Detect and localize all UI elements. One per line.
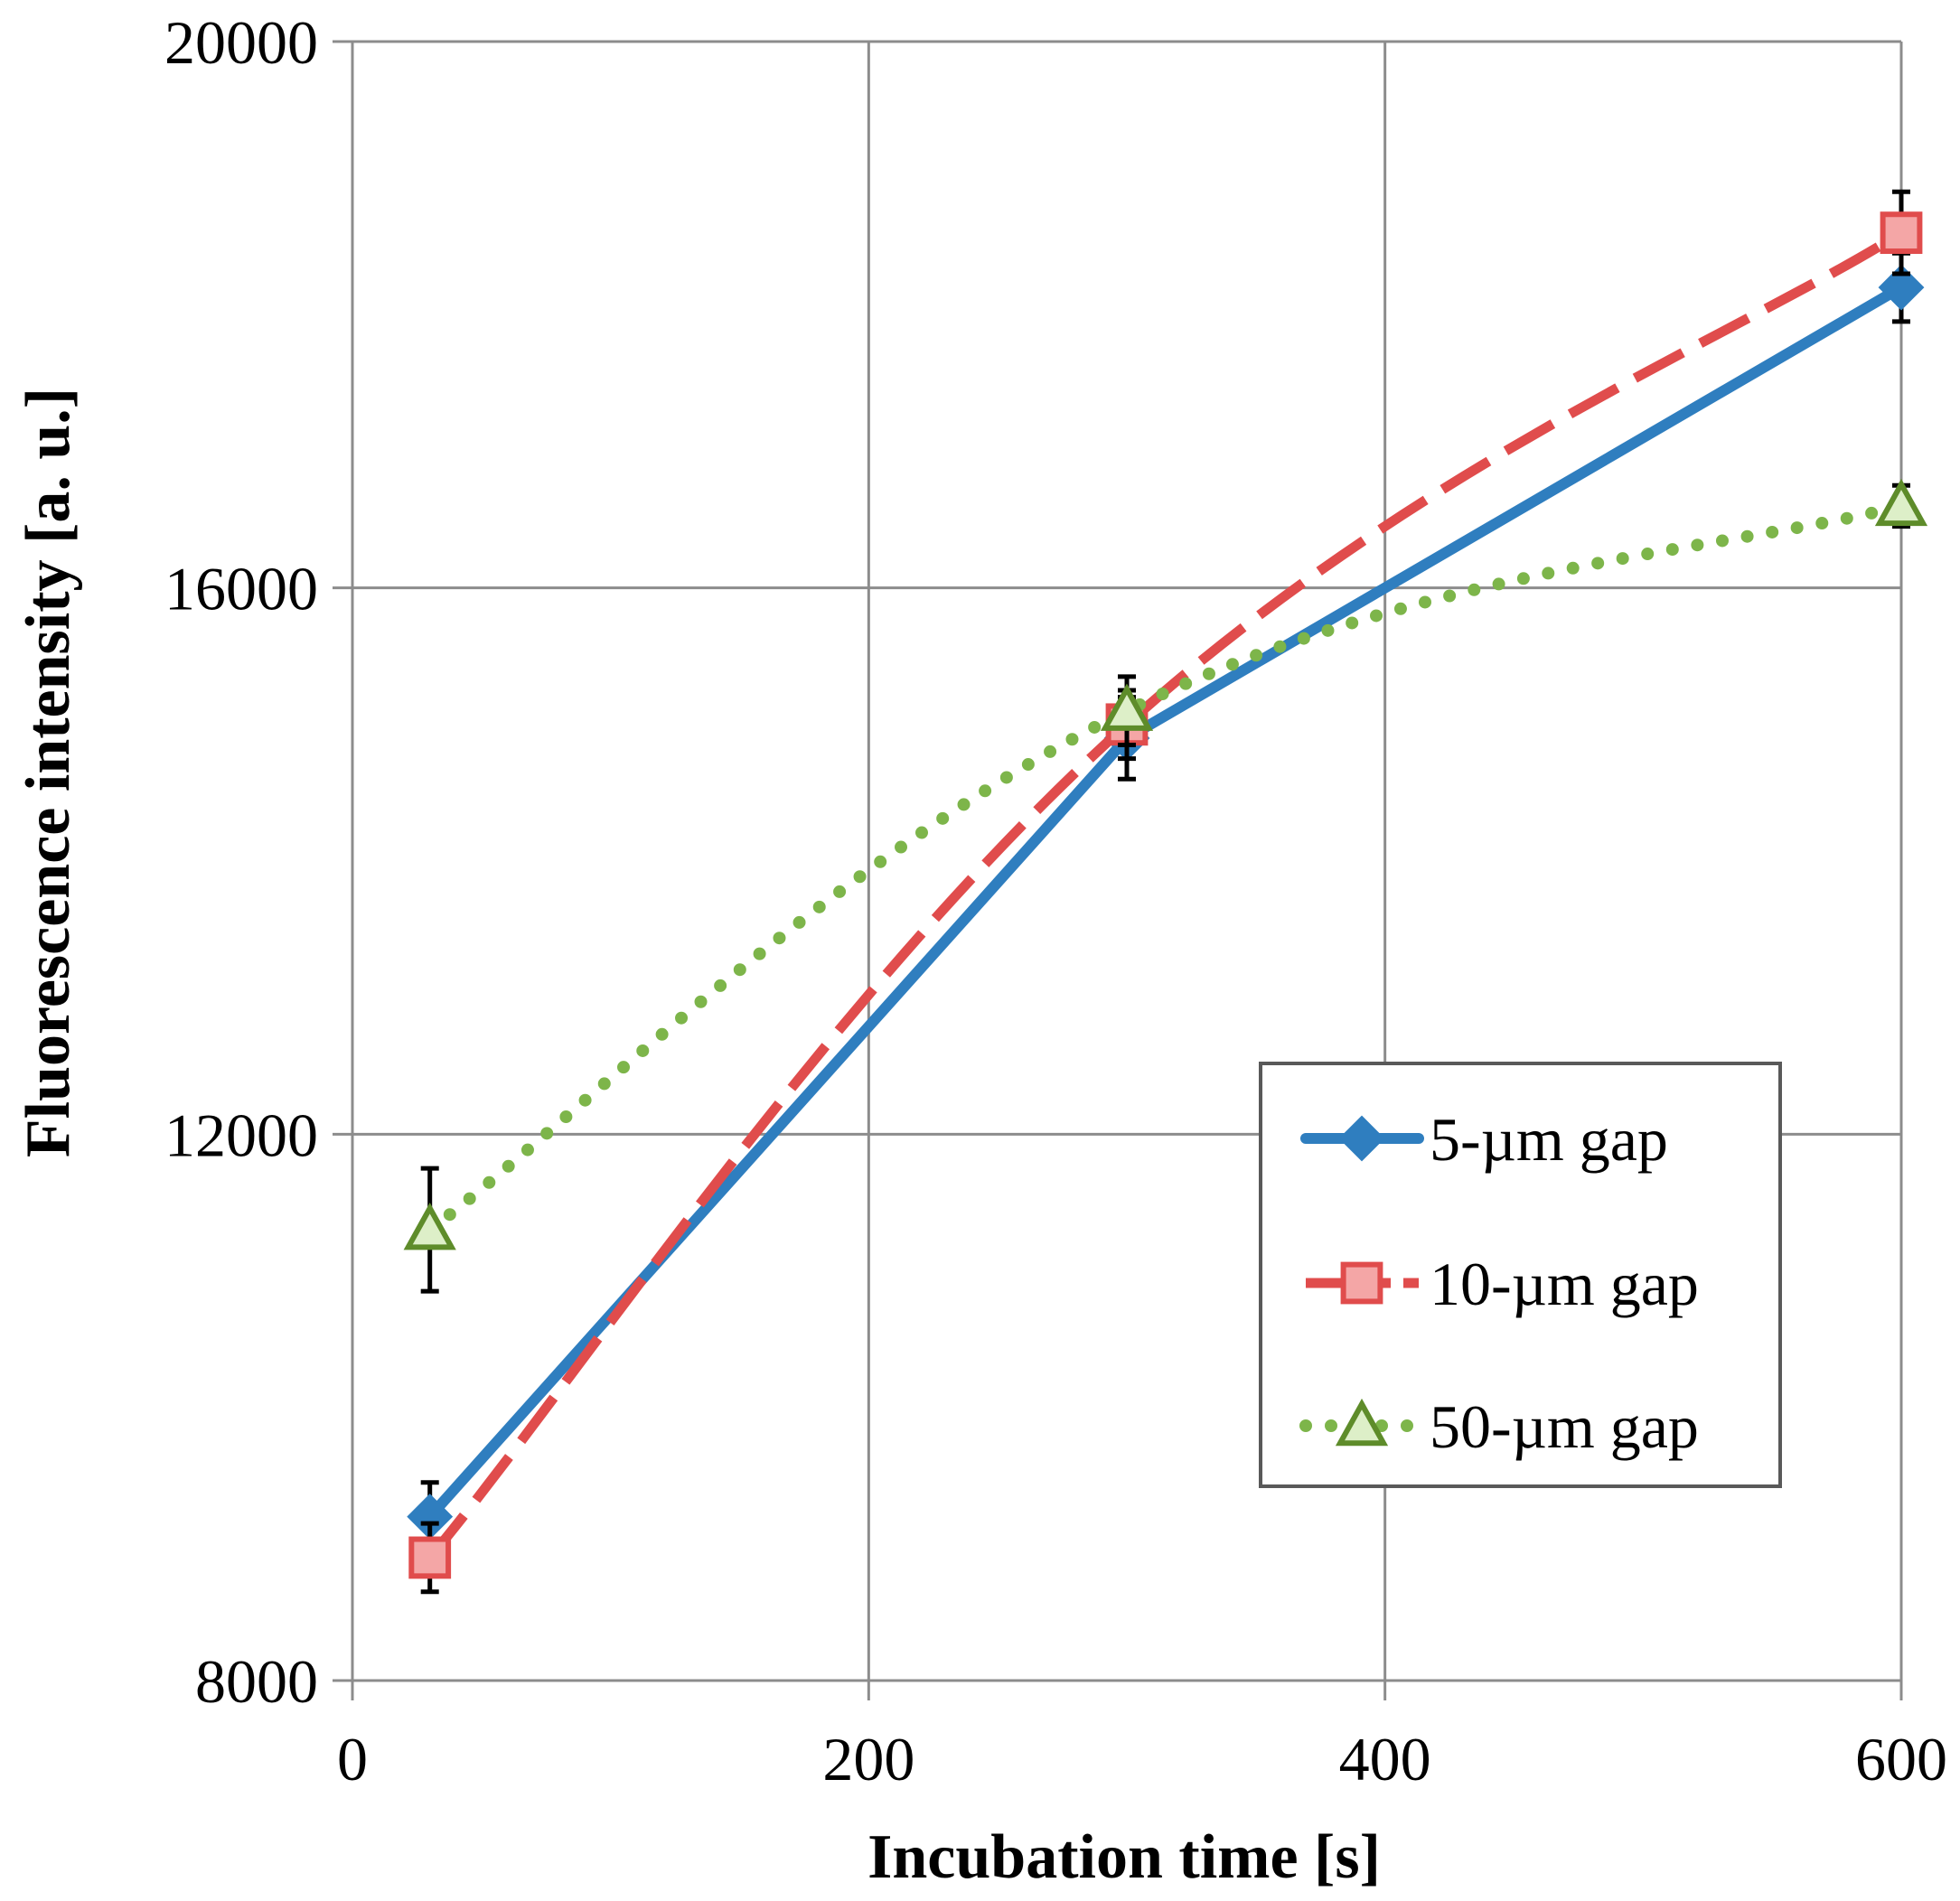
data-point [403,1202,456,1250]
tick-labels: 8000 12000 16000 20000 0 200 400 600 [164,8,1947,1793]
series-line [423,499,1908,1237]
legend-item-1: 5-µm gap [1300,1105,1668,1174]
x-tick-label: 600 [1855,1725,1947,1793]
legend-marker [1340,1261,1383,1305]
data-point [1878,264,1925,311]
legend-item-2: 10-µm gap [1306,1250,1699,1318]
data-point [1100,683,1154,731]
data-point [1874,478,1928,527]
legend-marker [1335,1398,1389,1447]
x-tick-label: 400 [1339,1725,1431,1793]
series-3 [403,478,1928,1294]
y-tick-label: 8000 [195,1647,318,1716]
legend-label: 10-µm gap [1430,1250,1699,1318]
legend-items: 5-µm gap 10-µm gap 50-µm gap [1299,1105,1699,1461]
legend-marker [1338,1115,1385,1162]
x-axis-title: Incubation time [s] [867,1822,1381,1892]
x-tick-label: 0 [337,1725,368,1793]
legend-item-3: 50-µm gap [1299,1392,1699,1461]
series-group [403,189,1928,1595]
data-point [1880,211,1923,255]
data-point [408,1536,452,1579]
legend-label: 5-µm gap [1430,1105,1668,1174]
y-tick-label: 12000 [164,1100,318,1169]
y-axis-title: Fluorescence intensity [a. u.] [14,388,83,1157]
legend: 5-µm gap 10-µm gap 50-µm gap [1259,1062,1782,1488]
y-tick-label: 20000 [164,8,318,77]
axes [333,40,1901,1682]
y-tick-label: 16000 [164,555,318,623]
x-tick-label: 200 [822,1725,914,1793]
legend-label: 50-µm gap [1430,1392,1699,1461]
